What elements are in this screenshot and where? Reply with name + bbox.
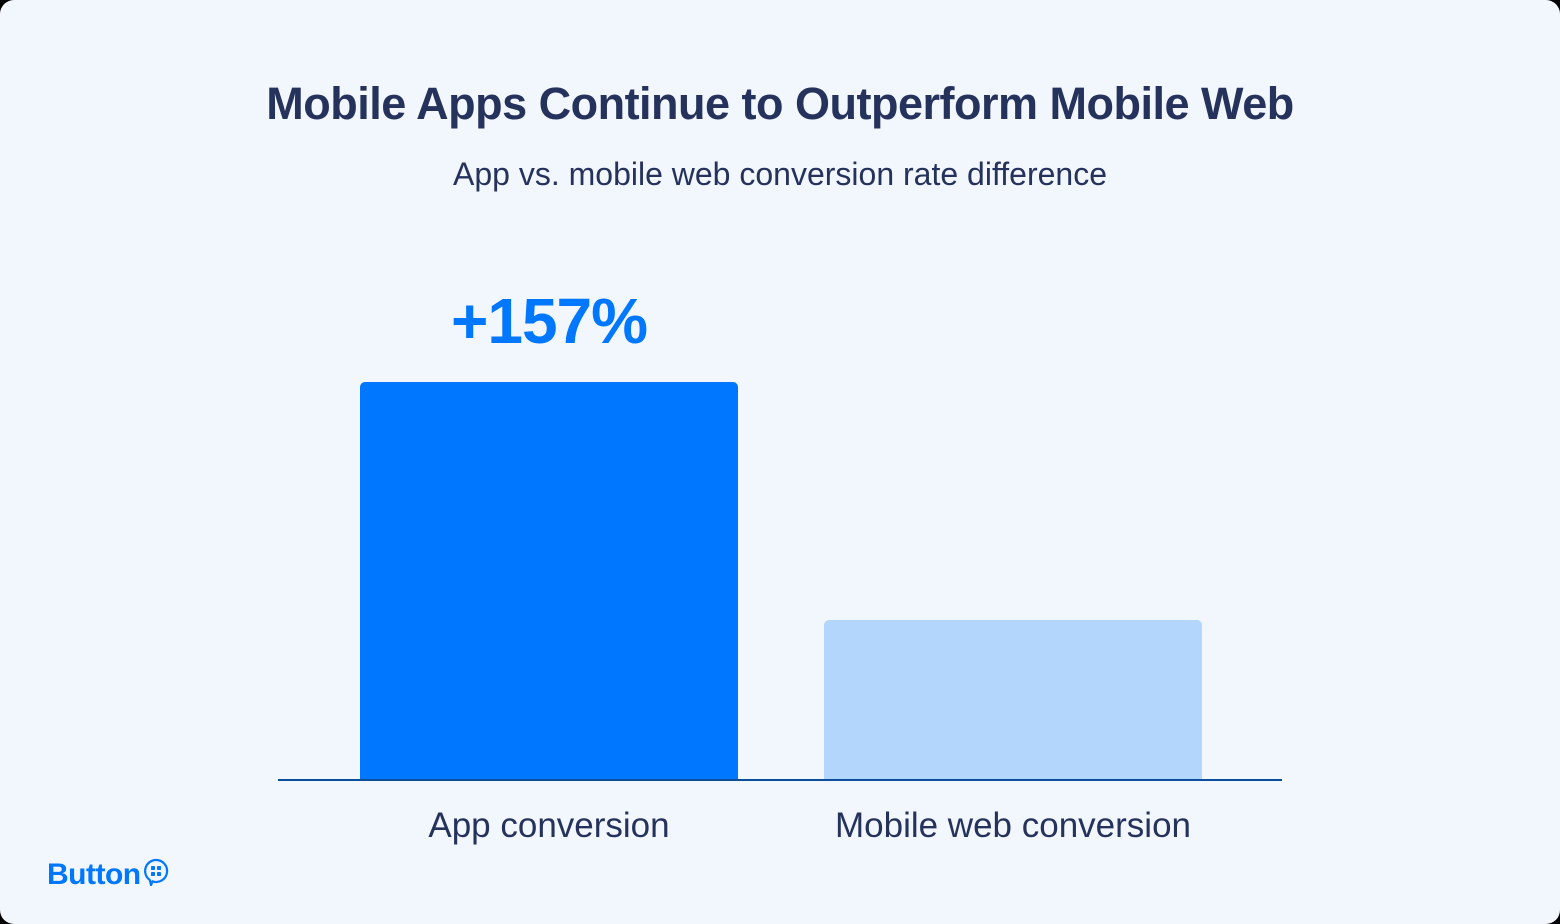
brand-logo: Button (47, 858, 169, 892)
x-axis-line (278, 779, 1282, 781)
category-label-app: App conversion (428, 806, 670, 845)
speech-bubble-grid-icon (143, 858, 168, 886)
chart-subtitle: App vs. mobile web conversion rate diffe… (453, 156, 1107, 192)
bar-mobile-web-conversion (824, 620, 1202, 780)
bar-app-conversion (360, 382, 738, 780)
chart-title: Mobile Apps Continue to Outperform Mobil… (266, 78, 1294, 129)
brand-name: Button (47, 858, 141, 891)
bar-value-label-app: +157% (450, 285, 648, 357)
category-label-mobile-web: Mobile web conversion (834, 806, 1191, 845)
